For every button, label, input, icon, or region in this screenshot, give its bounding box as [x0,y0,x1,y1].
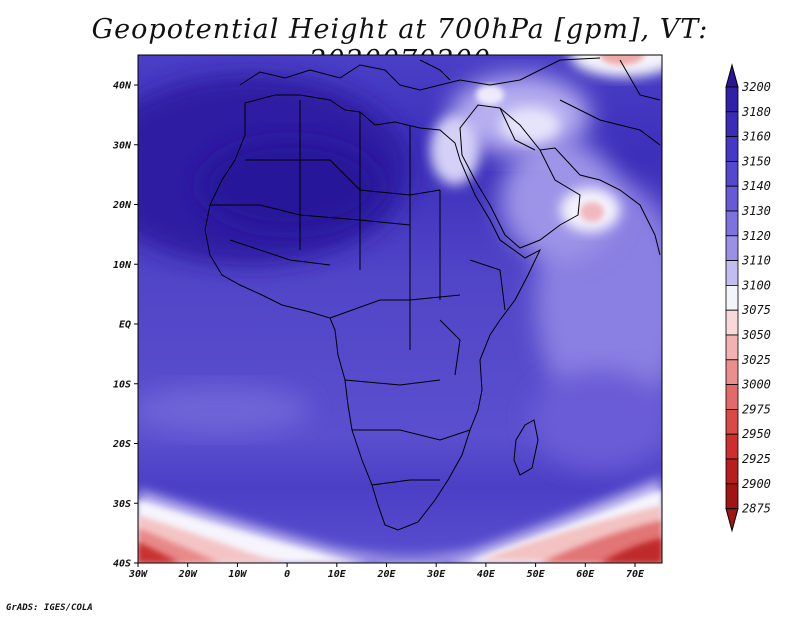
lon-tick-label: 20W [178,569,198,580]
colorbar: 3200 3180 3160 3150 3140 3130 3120 3110 3100 3075… [725,63,771,533]
colorbar-label: 3160 [741,130,771,144]
colorbar-bin [725,111,739,138]
colorbar-label: 2975 [742,402,771,416]
longitude-axis: 30W 20W 10W 0 10E 20E 30E 40E 50E 60E 70E [128,563,645,580]
lon-tick-label: 10W [228,569,247,580]
colorbar-label: 3110 [741,254,771,268]
colorbar-bottom-arrow [725,508,739,533]
lon-tick-label: 30E [426,569,446,580]
lat-tick-label: 30N [112,140,132,151]
colorbar-bin [725,433,739,460]
colorbar-bin [725,160,739,187]
colorbar-bin [725,309,739,336]
lat-tick-label: 20N [112,200,132,211]
colorbar-bin [725,334,739,361]
lat-tick-label: 40N [113,81,132,92]
colorbar-label: 2900 [742,477,771,491]
colorbar-bin [725,359,739,385]
colorbar-label: 3130 [741,204,771,218]
colorbar-label: 3025 [741,353,771,367]
colorbar-bin [725,235,739,262]
colorbar-label: 3075 [741,303,771,317]
height-field [138,55,662,563]
colorbar-bin [725,458,739,485]
credit-text: GrADS: IGES/COLA [6,603,93,613]
lon-tick-label: 0 [284,569,290,580]
colorbar-label: 3140 [741,179,771,193]
lon-tick-label: 60E [576,569,595,580]
lon-tick-label: 20E [376,569,396,580]
lat-tick-label: 30S [112,499,131,510]
lat-tick-label: EQ [119,320,131,331]
map-frame [137,54,663,564]
colorbar-bin [725,86,739,113]
colorbar-label: 3000 [741,378,771,392]
colorbar-label: 3100 [741,278,771,292]
colorbar-top-arrow [725,63,739,88]
lat-tick-label: 10S [113,379,131,390]
colorbar-label: 3180 [741,105,771,119]
lat-tick-label: 20S [112,439,131,450]
coastlines-borders [204,57,661,531]
colorbar-label: 3200 [741,80,771,94]
colorbar-label: 2950 [742,427,771,441]
colorbar-label: 2925 [742,452,771,466]
colorbar-label: 3120 [741,229,771,243]
colorbar-label: 2875 [742,502,771,516]
lon-tick-label: 10E [328,569,347,580]
lat-tick-label: 10N [113,260,132,271]
colorbar-bin [725,384,739,410]
colorbar-bin [725,284,739,311]
colorbar-label: 3150 [741,154,771,168]
colorbar-bin [725,136,739,162]
lon-tick-label: 40E [477,569,496,580]
lat-tick-label: 40S [113,559,131,570]
colorbar-bin [725,483,739,509]
lon-tick-label: 50E [527,569,546,580]
colorbar-bin [725,185,739,212]
lon-tick-label: 30W [128,569,148,580]
colorbar-bin [725,260,739,286]
colorbar-bin [725,408,739,435]
colorbar-label: 3050 [741,328,771,342]
lon-tick-label: 70E [626,569,645,580]
colorbar-bin [725,210,739,237]
latitude-axis: 40N 30N 20N 10N EQ 10S 20S 30S 40S [112,81,138,570]
